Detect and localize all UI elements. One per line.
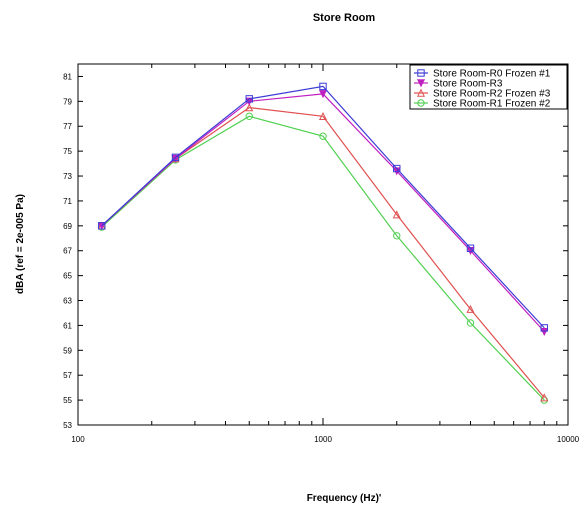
data-point bbox=[416, 88, 426, 97]
legend-item: Store Room-R3 bbox=[414, 79, 503, 90]
data-point bbox=[540, 327, 549, 336]
series-layer bbox=[97, 82, 549, 404]
y-tick-label: 61 bbox=[63, 321, 72, 330]
y-tick-label: 71 bbox=[63, 197, 72, 206]
y-tick-label: 53 bbox=[63, 421, 72, 430]
data-point bbox=[319, 82, 327, 91]
legend-item: Store Room-R2 Frozen #3 bbox=[414, 89, 551, 100]
y-tick-label: 73 bbox=[63, 172, 72, 181]
data-point bbox=[245, 112, 253, 120]
chart-title: Store Room bbox=[313, 12, 376, 24]
y-axis-label: dBA (ref = 2e-005 Pa) bbox=[15, 194, 26, 294]
legend-item: Store Room-R1 Frozen #2 bbox=[414, 99, 551, 110]
y-tick-label: 55 bbox=[63, 396, 72, 405]
data-point bbox=[417, 99, 425, 107]
data-point bbox=[416, 79, 426, 88]
data-point bbox=[393, 164, 401, 173]
legend-item: Store Room-R0 Frozen #1 bbox=[414, 69, 551, 80]
y-tick-label: 67 bbox=[63, 247, 72, 256]
y-tick-label: 65 bbox=[63, 272, 72, 281]
data-point bbox=[540, 393, 549, 402]
legend-label: Store Room-R3 bbox=[433, 79, 503, 90]
data-point bbox=[245, 95, 253, 103]
y-tick-label: 69 bbox=[63, 222, 72, 231]
y-axis: 53 55 57 59 61 63 65 67 69 71 73 75 77 79 81 bbox=[63, 72, 568, 430]
x-axis-label: Frequency (Hz)' bbox=[307, 493, 382, 504]
plot-area bbox=[77, 63, 569, 426]
x-tick-label: 10000 bbox=[557, 435, 580, 444]
data-point bbox=[417, 69, 425, 77]
data-point bbox=[466, 319, 475, 327]
legend-box bbox=[409, 64, 568, 110]
data-point bbox=[98, 222, 106, 230]
data-point bbox=[245, 103, 254, 112]
x-tick-label: 1000 bbox=[314, 435, 332, 444]
y-tick-label: 63 bbox=[63, 297, 72, 306]
data-point bbox=[540, 324, 548, 332]
series-line bbox=[101, 85, 545, 329]
data-point bbox=[171, 153, 180, 162]
data-point bbox=[466, 244, 475, 252]
y-tick-label: 81 bbox=[63, 72, 72, 81]
y-tick-label: 75 bbox=[63, 147, 72, 156]
data-point bbox=[392, 210, 401, 219]
legend-label: Store Room-R2 Frozen #3 bbox=[433, 89, 551, 100]
y-tick-label: 77 bbox=[63, 122, 72, 131]
series bbox=[98, 82, 548, 332]
data-point bbox=[466, 304, 475, 313]
y-tick-label: 79 bbox=[63, 97, 72, 106]
x-tick-label: 100 bbox=[71, 435, 85, 444]
data-point bbox=[318, 90, 328, 99]
legend-label: Store Room-R0 Frozen #1 bbox=[433, 69, 551, 80]
y-tick-label: 57 bbox=[63, 371, 72, 380]
y-tick-label: 59 bbox=[63, 346, 72, 355]
data-point bbox=[319, 132, 327, 140]
data-point bbox=[318, 111, 328, 120]
legend-label: Store Room-R1 Frozen #2 bbox=[433, 99, 551, 110]
data-point bbox=[393, 232, 401, 240]
